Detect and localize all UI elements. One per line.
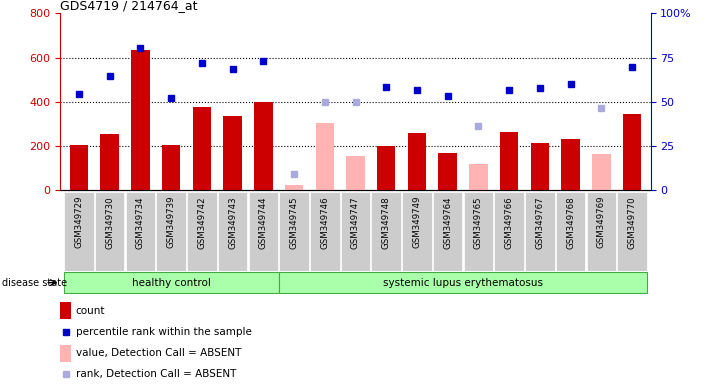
Text: GSM349742: GSM349742 [198,196,206,248]
Text: value, Detection Call = ABSENT: value, Detection Call = ABSENT [76,348,241,358]
Bar [562,139,580,190]
Text: percentile rank within the sample: percentile rank within the sample [76,327,252,337]
Bar [193,107,211,190]
Text: GSM349766: GSM349766 [505,196,513,248]
FancyBboxPatch shape [310,192,340,271]
Text: healthy control: healthy control [132,278,210,288]
FancyBboxPatch shape [126,192,155,271]
FancyBboxPatch shape [156,192,186,271]
Text: GSM349749: GSM349749 [412,196,422,248]
Text: GSM349768: GSM349768 [566,196,575,248]
Text: GSM349730: GSM349730 [105,196,114,248]
Text: count: count [76,306,105,316]
Text: GSM349764: GSM349764 [443,196,452,248]
FancyBboxPatch shape [371,192,401,271]
FancyBboxPatch shape [218,192,247,271]
Text: GSM349746: GSM349746 [320,196,329,248]
Bar [469,164,488,190]
Text: GSM349770: GSM349770 [628,196,636,248]
Bar [377,146,395,190]
Bar [60,303,71,319]
Text: GSM349748: GSM349748 [382,196,391,248]
Bar [162,145,181,190]
FancyBboxPatch shape [279,272,648,293]
Text: GSM349743: GSM349743 [228,196,237,248]
FancyBboxPatch shape [187,192,217,271]
Bar [131,50,149,190]
Text: GSM349765: GSM349765 [474,196,483,248]
Text: systemic lupus erythematosus: systemic lupus erythematosus [383,278,543,288]
FancyBboxPatch shape [64,192,94,271]
Bar [346,156,365,190]
Bar [70,145,88,190]
Text: GSM349769: GSM349769 [597,196,606,248]
Text: GDS4719 / 214764_at: GDS4719 / 214764_at [60,0,198,12]
Text: GSM349729: GSM349729 [75,196,83,248]
Text: GSM349734: GSM349734 [136,196,145,248]
Bar [439,152,457,190]
FancyBboxPatch shape [341,192,370,271]
FancyBboxPatch shape [494,192,524,271]
FancyBboxPatch shape [402,192,432,271]
Bar [316,123,334,190]
Text: rank, Detection Call = ABSENT: rank, Detection Call = ABSENT [76,369,236,379]
Bar [254,102,272,190]
FancyBboxPatch shape [525,192,555,271]
FancyBboxPatch shape [433,192,462,271]
Bar [500,132,518,190]
FancyBboxPatch shape [617,192,647,271]
FancyBboxPatch shape [95,192,124,271]
FancyBboxPatch shape [63,272,279,293]
Bar [407,132,426,190]
Bar [100,134,119,190]
FancyBboxPatch shape [587,192,616,271]
Text: GSM349747: GSM349747 [351,196,360,248]
FancyBboxPatch shape [464,192,493,271]
Bar [285,185,304,190]
Text: GSM349744: GSM349744 [259,196,268,248]
FancyBboxPatch shape [279,192,309,271]
FancyBboxPatch shape [249,192,278,271]
Text: GSM349739: GSM349739 [166,196,176,248]
Bar [60,345,71,362]
Text: disease state: disease state [2,278,68,288]
Text: GSM349767: GSM349767 [535,196,545,248]
Bar [623,114,641,190]
Bar [223,116,242,190]
Text: GSM349745: GSM349745 [289,196,299,248]
Bar [530,142,549,190]
Bar [592,154,611,190]
FancyBboxPatch shape [556,192,585,271]
